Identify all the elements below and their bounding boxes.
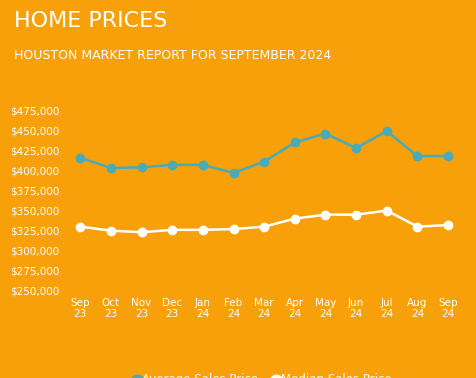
Average Sales Price [200, 163, 206, 167]
Median Sales Price [169, 228, 175, 232]
Median Sales Price [78, 225, 83, 229]
Median Sales Price [139, 230, 144, 234]
Text: HOME PRICES: HOME PRICES [14, 11, 168, 31]
Median Sales Price [200, 228, 206, 232]
Average Sales Price [353, 146, 359, 150]
Average Sales Price [323, 131, 328, 136]
Line: Average Sales Price: Average Sales Price [76, 127, 452, 177]
Median Sales Price [353, 212, 359, 217]
Median Sales Price [231, 227, 237, 231]
Text: HOUSTON MARKET REPORT FOR SEPTEMBER 2024: HOUSTON MARKET REPORT FOR SEPTEMBER 2024 [14, 49, 331, 62]
Average Sales Price [261, 160, 267, 164]
Average Sales Price [445, 154, 451, 158]
Average Sales Price [78, 155, 83, 160]
Median Sales Price [415, 225, 420, 229]
Average Sales Price [169, 163, 175, 167]
Median Sales Price [108, 228, 114, 233]
Average Sales Price [139, 165, 144, 170]
Average Sales Price [415, 154, 420, 158]
Average Sales Price [108, 166, 114, 170]
Median Sales Price [384, 208, 390, 213]
Median Sales Price [445, 223, 451, 227]
Median Sales Price [323, 212, 328, 217]
Average Sales Price [292, 140, 298, 145]
Legend: Average Sales Price, Median Sales Price: Average Sales Price, Median Sales Price [132, 369, 396, 378]
Median Sales Price [292, 216, 298, 221]
Average Sales Price [384, 129, 390, 133]
Average Sales Price [231, 170, 237, 175]
Line: Median Sales Price: Median Sales Price [76, 206, 452, 236]
Median Sales Price [261, 225, 267, 229]
